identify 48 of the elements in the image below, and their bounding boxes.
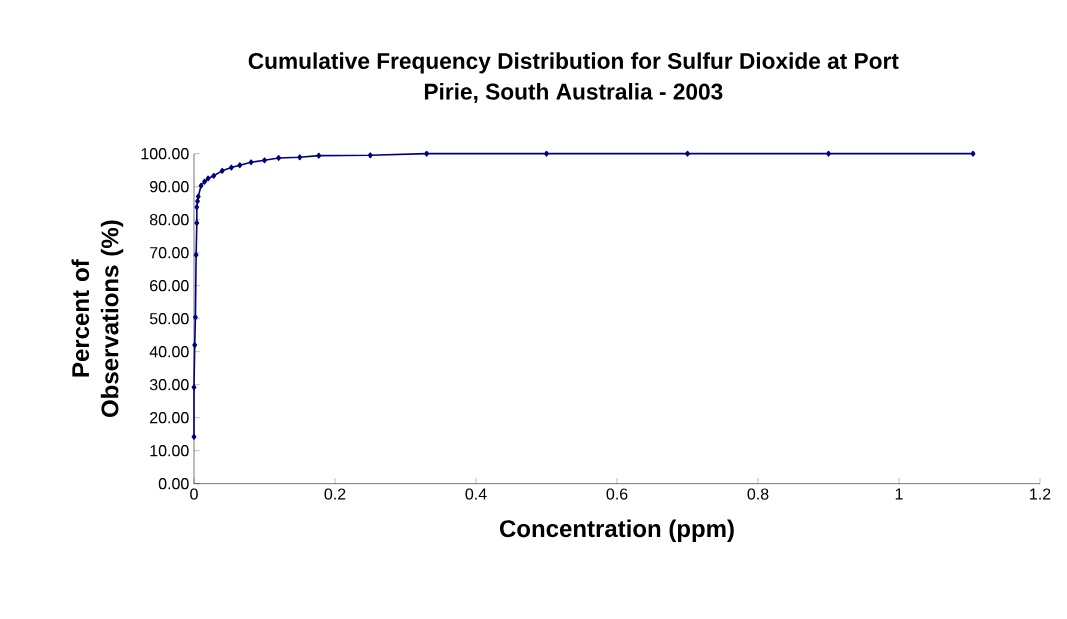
- point: [826, 150, 831, 157]
- point: [685, 150, 690, 157]
- y-tick-label: 10.00: [150, 445, 189, 457]
- point: [205, 175, 211, 182]
- y-tick-label: 90.00: [150, 181, 189, 193]
- y-tick-label: 30.00: [149, 379, 189, 391]
- x-tick-label: 0.4: [465, 488, 487, 500]
- y-tick-label: 80.00: [149, 214, 189, 226]
- point: [194, 204, 200, 211]
- x-tick-label: 0.8: [747, 488, 769, 500]
- point: [191, 433, 197, 440]
- x-tick-label: 0.2: [324, 488, 346, 500]
- point: [316, 152, 322, 159]
- point: [237, 162, 243, 169]
- point: [544, 150, 549, 157]
- y-tick-label: 100.00: [141, 148, 189, 160]
- x-tick-label: 0.6: [606, 488, 628, 500]
- point: [194, 220, 200, 226]
- y-tick-label: 70.00: [150, 247, 189, 259]
- y-tick-label: 0.00: [158, 478, 189, 490]
- y-axis-title: Percent of Observations (%): [71, 220, 124, 418]
- point: [297, 154, 303, 161]
- y-tick-label: 40.00: [149, 346, 189, 358]
- point: [195, 193, 201, 200]
- point: [970, 150, 976, 157]
- chart-title: Cumulative Frequency Distribution for Sulfur Dioxide at Port Pirie, South Australia - 2003: [248, 52, 899, 103]
- point: [193, 252, 199, 258]
- point: [192, 342, 198, 348]
- x-tick-label: 0: [190, 488, 198, 500]
- x-tick-label: 1.2: [1030, 488, 1051, 500]
- point: [202, 178, 207, 185]
- x-tick-label: 1: [895, 488, 903, 500]
- point: [211, 172, 217, 179]
- point: [367, 152, 373, 159]
- point: [193, 314, 198, 321]
- point: [248, 159, 254, 166]
- point: [276, 155, 282, 161]
- point: [424, 150, 430, 157]
- point: [198, 182, 204, 189]
- x-axis-title: Concentration (ppm): [500, 519, 734, 542]
- y-tick-label: 20.00: [150, 412, 189, 424]
- point: [219, 167, 225, 174]
- point: [228, 164, 234, 171]
- point: [262, 157, 267, 164]
- y-tick-label: 50.00: [149, 313, 189, 325]
- y-tick-label: 60.00: [150, 280, 189, 292]
- point: [191, 384, 197, 391]
- point: [195, 198, 200, 205]
